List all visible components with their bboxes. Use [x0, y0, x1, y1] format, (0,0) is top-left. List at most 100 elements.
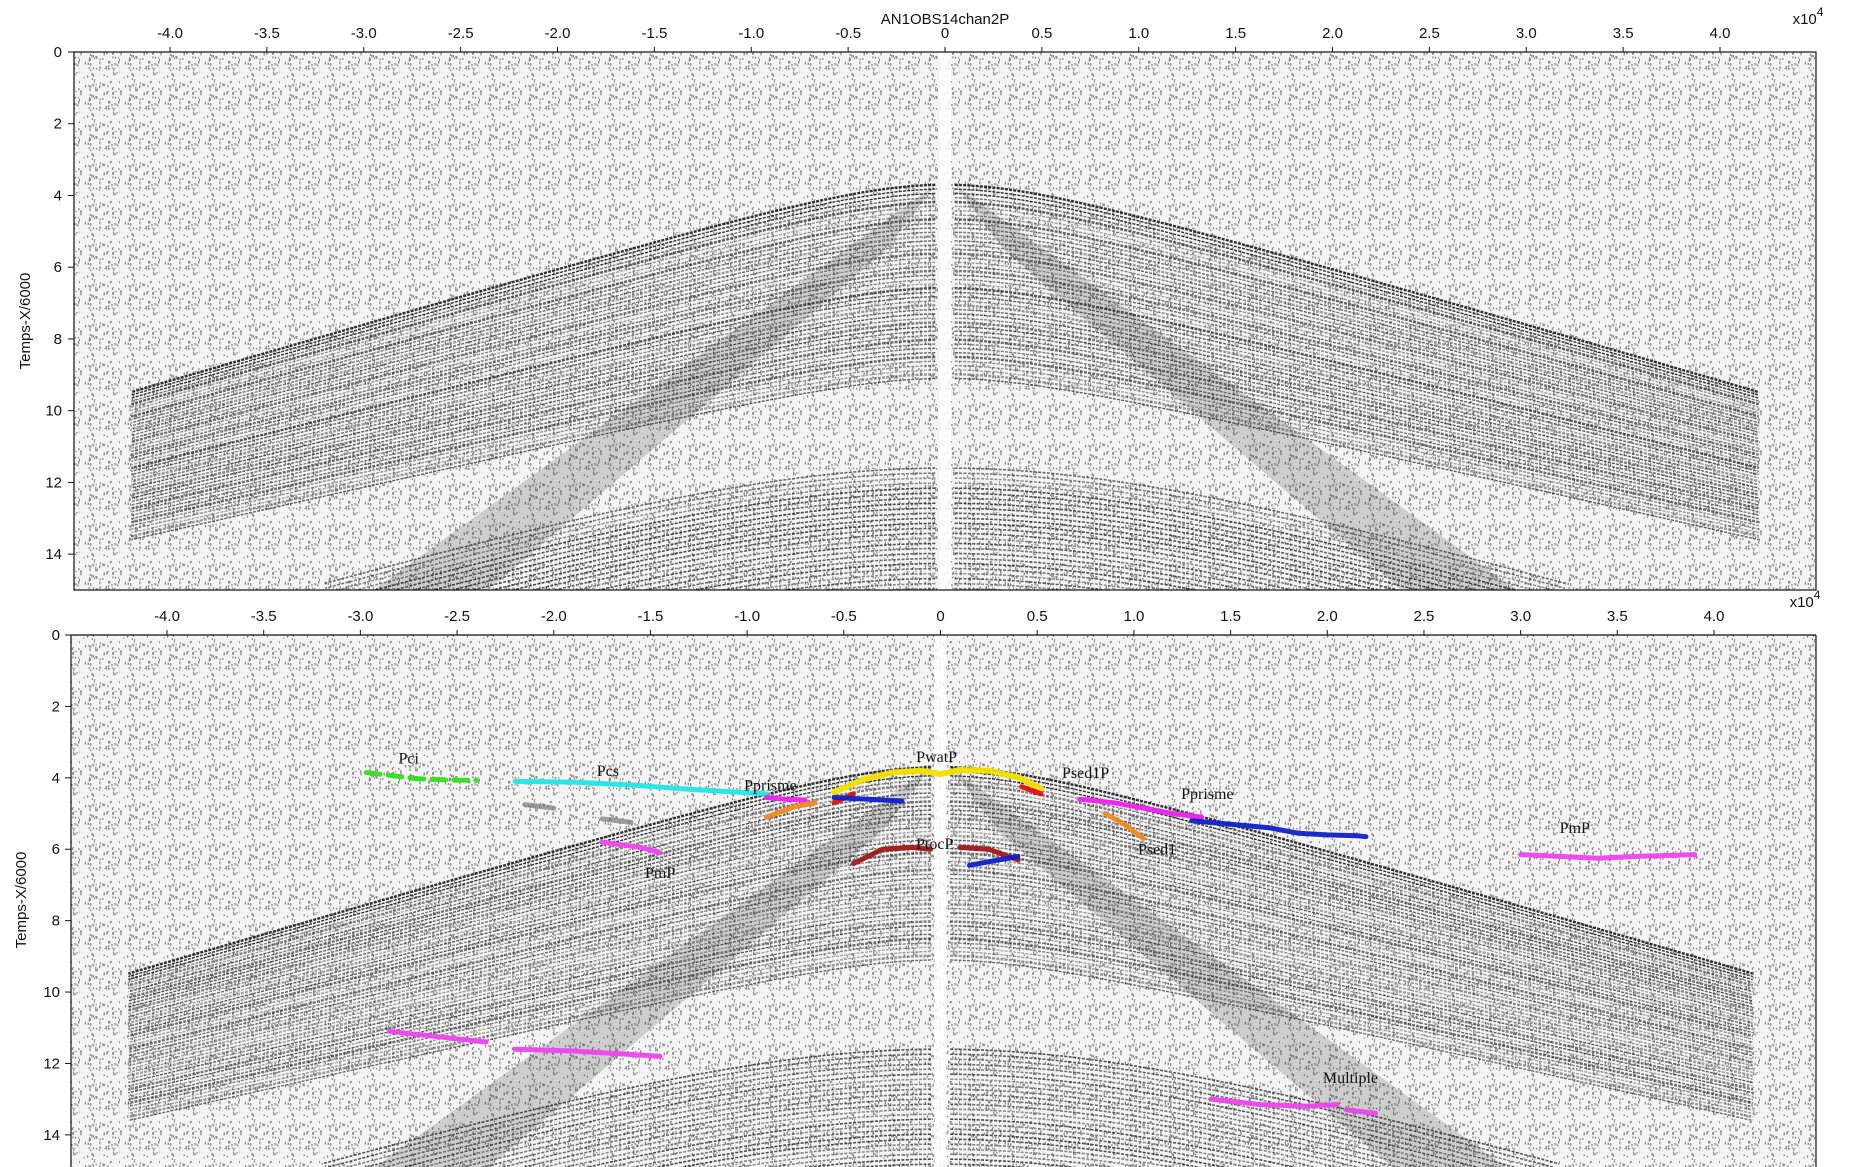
wavefront-trace — [131, 240, 1759, 433]
wavefront-trace — [131, 347, 1759, 516]
phase-label-psed1p: Psed1P — [1062, 765, 1109, 782]
wavefront-trace — [127, 817, 1754, 1012]
wavefront-trace — [324, 472, 1566, 590]
wavefront-trace — [706, 1143, 1175, 1167]
pick-ghost-line — [522, 802, 557, 811]
wavefront-trace — [128, 886, 1753, 1064]
wavefront-trace — [131, 338, 1759, 510]
wavefront-trace — [131, 205, 1759, 408]
x-tick-label: 0 — [936, 608, 944, 625]
wavefront-trace — [509, 522, 1381, 590]
x-tick-label: -1.5 — [638, 608, 664, 625]
wavefront-trace — [131, 369, 1759, 534]
wavefront-trace — [131, 261, 1759, 449]
wavefront-trace — [128, 882, 1753, 1060]
wavefront-trace — [127, 766, 1754, 975]
wavefront-trace — [594, 542, 1296, 590]
y-axis-label: Temps-X/6000 — [17, 273, 34, 370]
wavefront-trace — [128, 813, 1753, 1008]
y-tick-label: 12 — [45, 474, 62, 491]
seismic-wiggles — [130, 52, 1760, 590]
pick-pprisme_deep-line — [831, 795, 905, 804]
wavefront-trace — [640, 552, 1250, 590]
pick-multiple-line — [1344, 1107, 1379, 1116]
x-axis-ticks: -4.0 -3.5 -3.0 -2.5 -2.0 -1.5 -1.0 -0.5 0 0.5 1.0 1… — [157, 25, 1730, 52]
y-tick-label: 2 — [54, 116, 62, 133]
wavefront-trace — [131, 330, 1759, 503]
x-tick-label: 1.0 — [1128, 25, 1149, 42]
wavefront-trace — [334, 477, 1556, 590]
wavefront-trace — [128, 839, 1753, 1027]
pick-pcs-line — [512, 778, 769, 797]
wavefront-trace — [130, 183, 1760, 394]
wavefront-trace — [128, 851, 1753, 1038]
x-tick-label: 0.5 — [1031, 25, 1052, 42]
chart-title: AN1OBS14chan2P — [881, 11, 1009, 28]
wavefront-trace — [128, 865, 1753, 1047]
wavefront-trace — [541, 1108, 1340, 1167]
wavefront-trace — [131, 317, 1759, 493]
wavefront-trace — [131, 291, 1759, 472]
phase-label-multiple: Multiple — [1323, 1070, 1378, 1087]
wavefront-trace — [131, 326, 1759, 499]
y-tick-label: 4 — [54, 187, 62, 204]
y-tick-label: 0 — [54, 44, 62, 61]
x-tick-label: 4.0 — [1704, 608, 1725, 625]
wavefront-trace — [131, 360, 1759, 527]
wavefront-trace — [479, 1093, 1402, 1167]
wavefront-trace — [130, 200, 1760, 406]
x-tick-label: 1.5 — [1225, 25, 1246, 42]
wavefront-trace — [128, 792, 1753, 993]
wavefront-trace — [665, 557, 1225, 590]
x-tick-label: -1.5 — [641, 25, 667, 42]
x-tick-label: 2.0 — [1317, 608, 1338, 625]
wavefront-trace — [128, 847, 1753, 1034]
wavefront-trace — [128, 925, 1753, 1094]
wavefront-trace — [324, 467, 1566, 585]
wavefront-trace — [131, 248, 1759, 440]
y-tick-label: 0 — [52, 627, 60, 644]
y-tick-label: 12 — [43, 1055, 60, 1072]
wavefront-trace — [131, 313, 1759, 489]
y-axis-ticks: 0 2 4 6 8 10 12 14 — [45, 44, 74, 563]
wavefront-trace — [128, 933, 1753, 1101]
y-tick-label: 8 — [52, 913, 60, 930]
x-tick-label: 1.5 — [1220, 608, 1241, 625]
wavefront-trace — [128, 826, 1753, 1018]
wavefront-trace — [131, 352, 1759, 520]
wavefront-trace — [128, 895, 1753, 1070]
phase-picks — [363, 767, 1698, 1116]
direct-wave-cone — [373, 184, 1517, 590]
wavefront-trace — [551, 532, 1339, 590]
phase-label-pprisme: Pprisme — [1181, 786, 1233, 803]
wavefront-trace — [128, 937, 1753, 1105]
x-tick-label: -3.0 — [347, 608, 373, 625]
wavefront-trace — [128, 950, 1753, 1115]
wavefront-trace — [459, 1088, 1422, 1167]
x-tick-label: -3.0 — [351, 25, 377, 42]
wavefront-trace — [735, 1148, 1146, 1167]
x-tick-label: 1.0 — [1123, 608, 1144, 625]
wavefront-trace — [562, 1113, 1319, 1167]
wavefront-trace — [440, 1083, 1441, 1167]
wavefront-trace — [747, 572, 1143, 590]
wavefront-trace — [130, 235, 1760, 431]
wavefront-trace — [128, 843, 1753, 1031]
wavefront-trace — [131, 274, 1759, 459]
wavefront-trace — [128, 770, 1753, 978]
wavefront-trace — [128, 809, 1753, 1005]
wavefront-trace — [128, 942, 1753, 1108]
x-tick-label: -2.0 — [545, 25, 571, 42]
wavefront-trace — [130, 218, 1760, 418]
wavefront-trace — [128, 890, 1753, 1067]
wavefront-trace — [131, 321, 1759, 496]
wavefront-trace — [344, 1058, 1537, 1167]
wavefront-trace — [130, 286, 1760, 470]
pick-ghost-line — [599, 816, 634, 825]
pick-pci-line — [363, 770, 479, 783]
near-offset-gap — [934, 635, 947, 1167]
wavefront-trace — [325, 1053, 1556, 1167]
wavefront-trace — [131, 304, 1759, 483]
wavefront-trace — [382, 1068, 1499, 1167]
